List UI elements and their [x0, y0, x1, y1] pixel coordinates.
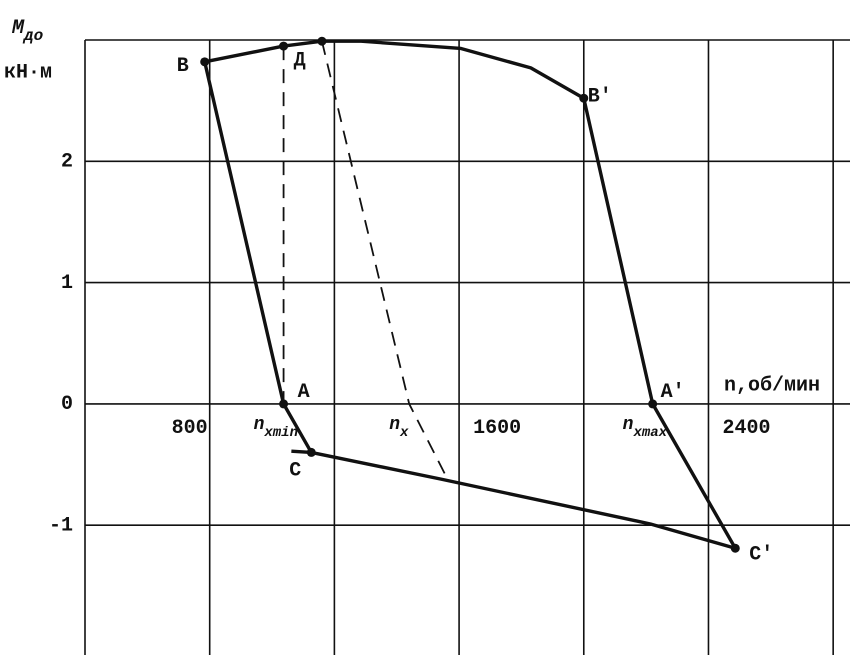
y-axis-label: Mдо: [11, 17, 44, 45]
point: [279, 41, 289, 51]
outline: [203, 39, 737, 550]
point: [648, 399, 658, 409]
point-label: C: [289, 460, 301, 483]
point: [200, 57, 210, 67]
x-axis-label: n,об/мин: [724, 374, 820, 397]
y-tick-label: 1: [61, 272, 73, 295]
axis-mark-main: n: [623, 415, 634, 435]
axis-mark-label: nx: [389, 415, 409, 441]
point-label: A′: [661, 381, 685, 404]
axis-mark-label: nxmin: [254, 415, 298, 441]
point-label: B: [177, 55, 189, 78]
x-tick-label: 1600: [473, 417, 521, 440]
point: [279, 399, 289, 409]
y-axis-unit: кН·м: [4, 61, 52, 84]
point: [317, 36, 327, 46]
point-label: B′: [588, 86, 612, 109]
axis-mark-main: n: [389, 415, 400, 435]
axis-mark-sub: xmax: [632, 425, 667, 441]
point-label: A: [298, 381, 310, 404]
point: [730, 543, 740, 553]
dashed-line: [321, 41, 446, 475]
x-tick-label: 2400: [722, 417, 770, 440]
axis-mark-sub: x: [399, 425, 409, 441]
x-tick-label: 800: [172, 417, 208, 440]
axis-mark-label: nxmax: [623, 415, 668, 441]
y-tick-label: 0: [61, 393, 73, 416]
point-label: Д: [294, 49, 306, 72]
y-tick-label: 2: [61, 151, 73, 174]
y-label-sub: до: [22, 27, 44, 45]
point: [579, 93, 589, 103]
axis-mark-main: n: [254, 415, 265, 435]
point: [306, 447, 316, 457]
point-label: C′: [749, 544, 773, 567]
axis-mark-sub: xmin: [263, 425, 298, 441]
y-label-main: M: [11, 17, 25, 40]
y-tick-label: -1: [49, 514, 73, 537]
